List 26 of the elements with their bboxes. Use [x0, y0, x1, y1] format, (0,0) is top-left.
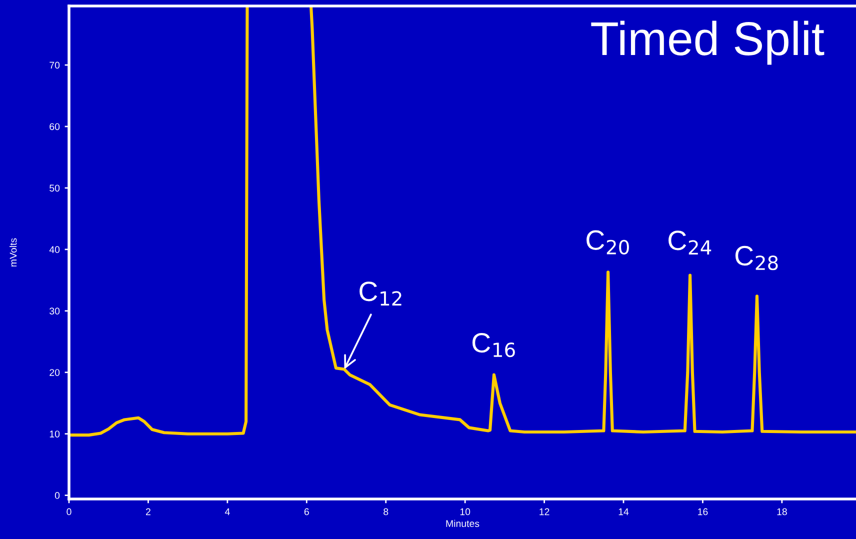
x-axis-title: Minutes	[446, 520, 480, 528]
x-tick-label: 8	[384, 508, 388, 516]
annotation: C$_{20}$	[586, 230, 629, 255]
x-tick-label: 14	[618, 508, 629, 516]
x-tick-label: 2	[146, 508, 150, 516]
x-tick-label: 4	[224, 508, 230, 516]
y-tick-label: 30	[50, 308, 60, 315]
x-tick-label: 16	[698, 508, 708, 516]
y-tick-label: 10	[50, 430, 60, 438]
annotation: C$_{28}$	[735, 246, 778, 270]
x-tick-label: 0	[66, 508, 72, 516]
y-axis-title: mVolts	[10, 238, 17, 266]
x-tick-label: 10	[460, 508, 470, 516]
chart-title: Timed Split	[591, 20, 824, 65]
y-tick-label: 70	[50, 62, 60, 69]
y-tick-label: 20	[50, 369, 60, 376]
y-tick-label: 0	[54, 492, 60, 499]
annotation: C$_{24}$	[668, 230, 712, 255]
annotation: C$_{16}$	[472, 332, 515, 358]
annotation: C$_{12}$	[360, 282, 402, 306]
y-tick-label: 40	[49, 246, 60, 254]
x-tick-label: 12	[540, 508, 550, 516]
x-tick-label: 6	[304, 508, 309, 516]
y-tick-label: 50	[50, 184, 60, 192]
y-tick-label: 60	[50, 123, 60, 130]
x-tick-label: 18	[777, 508, 787, 516]
